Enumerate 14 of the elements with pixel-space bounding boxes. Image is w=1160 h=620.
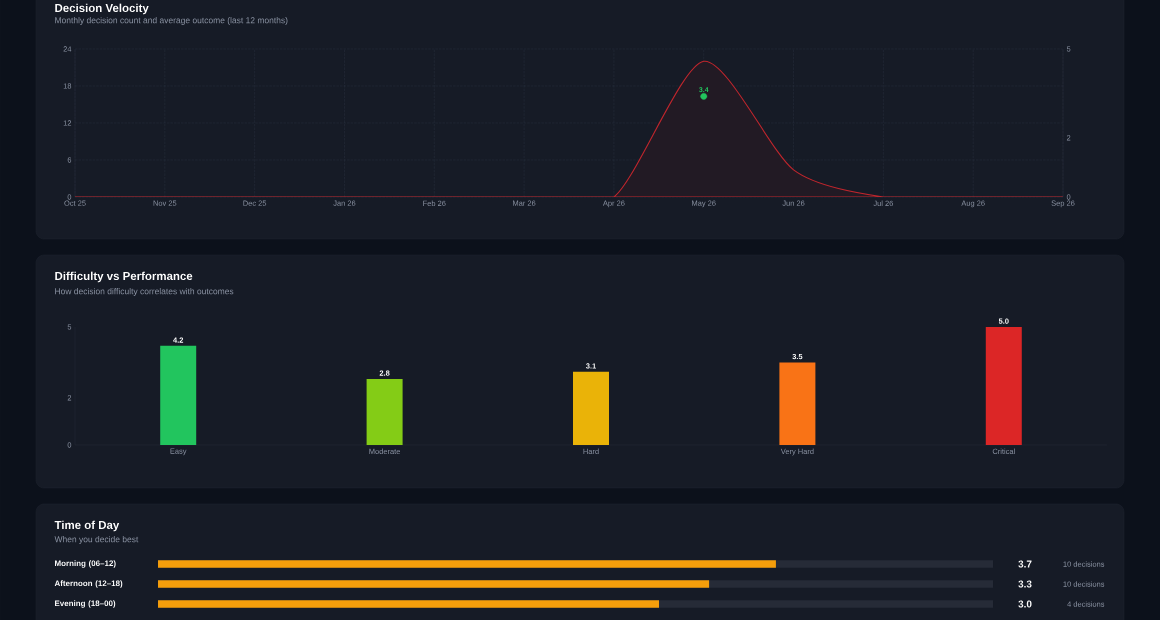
chart-title: Time of Day xyxy=(54,520,120,532)
bar xyxy=(573,371,609,445)
data-label: 3.0 xyxy=(1018,600,1032,608)
bar xyxy=(779,362,816,445)
bar xyxy=(160,345,197,445)
data-label: 3.3 xyxy=(1018,580,1032,588)
chart-subtitle: How decision difficulty correlates with outcomes xyxy=(55,288,234,296)
bar xyxy=(366,378,403,445)
bar xyxy=(985,326,1022,445)
data-label: 3.7 xyxy=(1018,560,1032,568)
chart-title: Decision Velocity xyxy=(55,3,149,15)
chart-subtitle: Monthly decision count and average outcome (last 12 months) xyxy=(55,17,288,25)
chart-title: Difficulty vs Performance xyxy=(55,271,193,283)
chart-subtitle: When you decide best xyxy=(54,536,139,544)
